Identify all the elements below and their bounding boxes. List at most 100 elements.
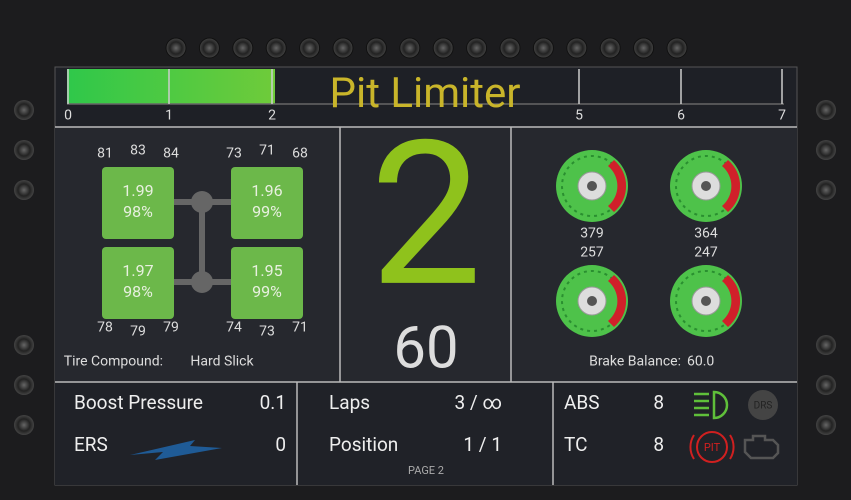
- led: [816, 415, 836, 435]
- tire: [102, 167, 174, 239]
- position-value: 1 / 1: [463, 433, 502, 456]
- brake-caliper: [608, 275, 627, 327]
- led: [399, 37, 421, 59]
- abs-value: 8: [653, 391, 664, 414]
- brake-temp: 379: [580, 226, 604, 242]
- bottom-panel: [55, 382, 797, 485]
- brake-center: [587, 181, 597, 191]
- tire-temp: 71: [292, 320, 308, 336]
- led: [633, 37, 655, 59]
- led: [566, 37, 588, 59]
- led: [599, 37, 621, 59]
- scale-label: 7: [778, 108, 786, 124]
- brake-balance: 60.0: [687, 354, 714, 370]
- tire-temp: 78: [97, 320, 113, 336]
- tc-value: 8: [653, 433, 664, 456]
- ers-icon: [130, 440, 222, 460]
- tire-wear: 98%: [123, 202, 153, 221]
- led: [198, 37, 220, 59]
- light-icon: [694, 390, 729, 420]
- tire-temp: 73: [259, 324, 275, 340]
- led: [432, 37, 454, 59]
- tire-wear: 99%: [252, 282, 282, 301]
- led: [666, 37, 688, 59]
- pit-label: PIT: [704, 441, 721, 454]
- led: [165, 37, 187, 59]
- speed: 60: [393, 314, 458, 382]
- tire-wear: 99%: [252, 202, 282, 221]
- led: [14, 100, 34, 120]
- page-label: PAGE 2: [408, 464, 444, 477]
- brake-caliper: [722, 160, 741, 212]
- tire-temp: 79: [163, 320, 179, 336]
- brake-temp: 247: [694, 245, 718, 261]
- brake-temp: 364: [694, 226, 718, 242]
- compound: Hard Slick: [190, 354, 254, 370]
- scale-label: 5: [575, 108, 583, 124]
- tire-pressure: 1.99: [122, 181, 153, 200]
- boost-label: Boost Pressure: [74, 391, 203, 414]
- tire-pressure: 1.96: [251, 181, 282, 200]
- led: [14, 180, 34, 200]
- scale-label: 6: [677, 108, 685, 124]
- led: [816, 335, 836, 355]
- led: [14, 415, 34, 435]
- brake-center: [701, 296, 711, 306]
- led: [332, 37, 354, 59]
- led: [299, 37, 321, 59]
- position-label: Position: [329, 433, 398, 456]
- led: [499, 37, 521, 59]
- brake-balance-label: Brake Balance:: [589, 354, 681, 370]
- middle-panel: [55, 127, 797, 382]
- led: [532, 37, 554, 59]
- axles: [172, 191, 232, 293]
- tire: [102, 247, 174, 319]
- tire-temp: 84: [163, 146, 179, 162]
- dividers: [55, 103, 797, 485]
- scale-label: 0: [64, 108, 72, 124]
- title: Pit Limiter: [330, 69, 521, 118]
- pit-icon: [689, 431, 735, 463]
- engine-icon: [743, 434, 780, 460]
- compound-label: Tire Compound:: [64, 354, 163, 370]
- led: [14, 375, 34, 395]
- tire-temp: 81: [97, 146, 113, 162]
- ers-label: ERS: [74, 433, 108, 456]
- tire: [231, 247, 303, 319]
- led: [365, 37, 387, 59]
- led: [14, 140, 34, 160]
- drs-icon: [748, 390, 778, 420]
- tire-temp: 83: [130, 143, 146, 159]
- tire-temp: 73: [226, 146, 242, 162]
- led: [816, 100, 836, 120]
- brake-center: [701, 181, 711, 191]
- brake-temp: 257: [580, 245, 604, 261]
- led: [466, 37, 488, 59]
- brake-center: [587, 296, 597, 306]
- drs-label: DRS: [754, 401, 773, 412]
- rpm-fill: [67, 69, 275, 104]
- laps-label: Laps: [329, 391, 370, 414]
- led: [232, 37, 254, 59]
- led: [816, 140, 836, 160]
- led: [816, 375, 836, 395]
- tire-temp: 74: [226, 320, 242, 336]
- led: [14, 335, 34, 355]
- brake-caliper: [608, 160, 627, 212]
- boost-value: 0.1: [260, 391, 286, 414]
- tire-temp: 79: [130, 324, 146, 340]
- led: [265, 37, 287, 59]
- tire: [231, 167, 303, 239]
- brake-caliper: [722, 275, 741, 327]
- led: [816, 180, 836, 200]
- tire-temp: 71: [259, 143, 275, 159]
- ers-value: 0: [275, 433, 286, 456]
- gear: 2: [370, 97, 482, 332]
- abs-label: ABS: [564, 391, 600, 414]
- tire-pressure: 1.97: [122, 261, 153, 280]
- laps-value: 3 / ∞: [455, 391, 502, 414]
- scale-label: 2: [268, 108, 276, 124]
- tire-pressure: 1.95: [251, 261, 282, 280]
- tire-temp: 68: [292, 146, 308, 162]
